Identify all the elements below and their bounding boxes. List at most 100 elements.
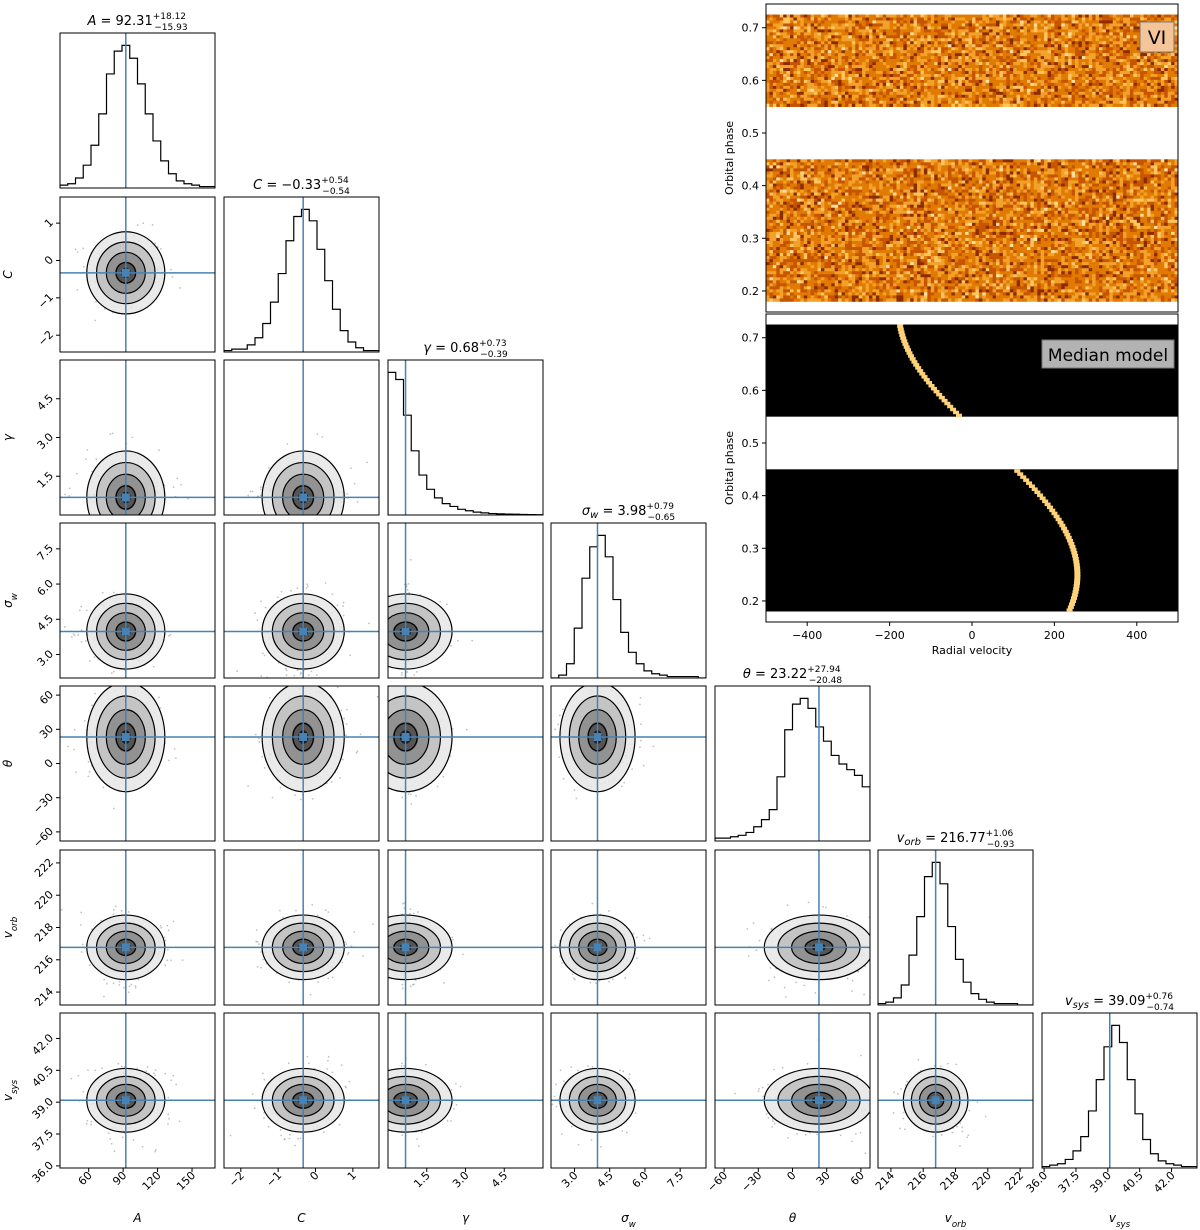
sample-point <box>288 1133 291 1136</box>
sample-point <box>406 671 409 673</box>
sample-point <box>623 781 626 784</box>
scatter-panel-γ-vs-v_orb <box>387 849 544 1006</box>
sample-point <box>249 490 252 493</box>
title-value: = 23.22 <box>751 667 807 682</box>
sample-point <box>164 964 167 967</box>
sample-point <box>285 669 288 672</box>
sample-point <box>343 717 346 720</box>
sample-point <box>276 596 279 599</box>
sample-point <box>342 605 344 608</box>
panel-title: A = 92.31+18.12 −15.93 <box>86 12 187 33</box>
sample-point <box>330 780 333 783</box>
sample-point <box>356 500 359 503</box>
sample-point <box>784 996 787 998</box>
sample-point <box>295 909 297 912</box>
sample-point <box>100 919 102 922</box>
sample-point <box>85 609 88 612</box>
sample-point <box>614 660 616 662</box>
sample-point <box>170 268 172 271</box>
median-marker <box>401 733 410 742</box>
sample-point <box>309 993 312 996</box>
scatter-panel-γ-vs-θ <box>387 673 544 842</box>
sample-point <box>167 1113 170 1116</box>
hist-panel-σ_w: σw = 3.98+0.79 −0.65 <box>550 502 707 679</box>
sample-point <box>68 494 71 497</box>
scatter-content <box>60 360 215 515</box>
scatter-panel-γ-vs-σ_w <box>387 522 544 679</box>
title-minus: −0.54 <box>322 187 350 197</box>
sample-point <box>282 916 284 919</box>
sample-point <box>327 911 330 914</box>
sample-point <box>151 224 154 226</box>
sample-point <box>314 683 316 685</box>
sample-point <box>172 1074 175 1077</box>
sample-point <box>136 1067 139 1070</box>
histogram-step <box>224 208 379 352</box>
sample-point <box>120 1065 123 1068</box>
sample-point <box>407 582 410 585</box>
title-plus: +18.12 <box>153 12 186 22</box>
sample-point <box>306 583 309 586</box>
sample-point <box>773 976 776 979</box>
sample-point <box>406 673 408 675</box>
y-tick-label: 0 <box>42 756 56 770</box>
sample-point <box>885 934 887 936</box>
sample-point <box>342 614 345 617</box>
sample-point <box>807 901 810 904</box>
hist-panel-A: A = 92.31+18.12 −15.93 <box>59 12 216 189</box>
sample-point <box>316 914 319 917</box>
sample-point <box>362 955 364 957</box>
y-tick-label: −30 <box>31 791 57 817</box>
sample-point <box>120 910 123 912</box>
y-tick-label: 3.0 <box>35 430 57 452</box>
median-marker <box>299 733 308 742</box>
sample-point <box>70 636 73 638</box>
median-marker <box>299 493 308 502</box>
sample-point <box>83 720 86 722</box>
sample-point <box>170 1079 173 1082</box>
scatter-panel-A-vs-γ: 1.53.04.5 <box>35 359 216 516</box>
sample-point <box>60 908 63 911</box>
sample-point <box>594 661 596 663</box>
sample-point <box>164 939 167 942</box>
histogram-step <box>60 44 215 188</box>
sample-point <box>408 591 411 594</box>
sample-point <box>344 1085 347 1088</box>
sample-point <box>413 983 415 986</box>
sample-point <box>408 912 411 915</box>
sample-point <box>346 492 348 495</box>
sample-point <box>140 680 142 682</box>
sample-point <box>76 288 79 291</box>
sample-point <box>331 1071 334 1074</box>
sample-point <box>101 591 104 594</box>
sample-point <box>446 1120 449 1122</box>
sample-point <box>86 1119 89 1122</box>
sample-point <box>229 1134 232 1137</box>
sample-point <box>255 940 258 943</box>
sample-point <box>401 679 403 681</box>
sample-point <box>103 683 105 685</box>
sample-point <box>81 943 84 946</box>
sample-point <box>154 1150 157 1153</box>
sample-point <box>783 986 786 989</box>
sample-point <box>70 1077 73 1080</box>
sample-point <box>336 686 339 689</box>
sample-point <box>608 980 611 983</box>
x-tick-label: −2 <box>226 1169 247 1190</box>
median-marker <box>121 1096 130 1105</box>
title-plus: +0.54 <box>321 176 349 186</box>
sample-point <box>451 936 454 939</box>
median-marker <box>299 1096 308 1105</box>
sample-point <box>93 656 96 659</box>
scatter-panel-A-vs-σ_w: 3.04.56.07.5 <box>35 522 216 679</box>
sample-point <box>548 697 550 699</box>
scatter-content <box>224 523 379 678</box>
x-tick-label: 0 <box>307 1169 321 1183</box>
sample-point <box>558 756 561 758</box>
scatter-content <box>548 660 706 841</box>
sample-point <box>279 1129 282 1131</box>
sample-point <box>290 589 293 592</box>
sample-point <box>410 793 412 796</box>
sample-point <box>267 466 270 469</box>
sample-point <box>559 928 562 931</box>
